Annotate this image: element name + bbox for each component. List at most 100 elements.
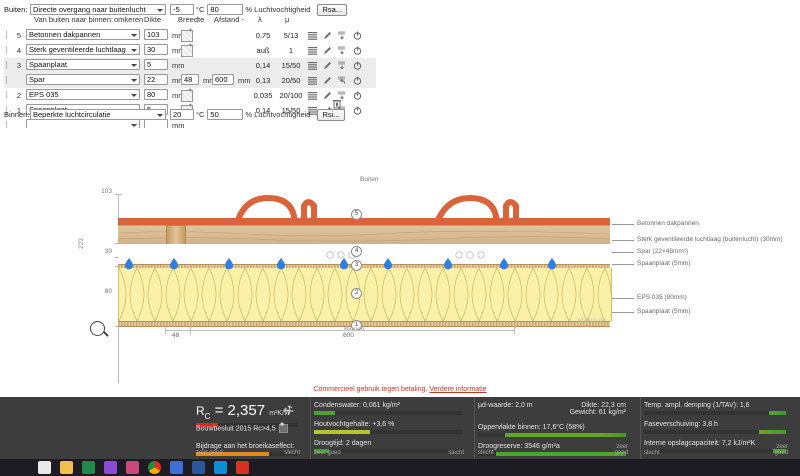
store-icon[interactable]: [170, 461, 183, 474]
scale-right-label: slecht: [284, 450, 300, 456]
zoom-in-icon[interactable]: [90, 321, 105, 336]
pencil-icon[interactable]: [323, 46, 332, 55]
insert-layer-icon[interactable]: [338, 31, 347, 40]
pencil-icon[interactable]: [323, 91, 332, 100]
color-swatch[interactable]: [181, 88, 193, 102]
lambda-value: 0,14: [255, 61, 271, 70]
outside-humidity-input[interactable]: [207, 4, 244, 15]
drag-handle-icon[interactable]: [5, 106, 9, 114]
material-select[interactable]: Spar: [26, 74, 140, 85]
scale-left-label: zeer goed: [314, 450, 341, 456]
material-select[interactable]: EPS 035: [26, 89, 140, 100]
bar-mask: [644, 411, 769, 415]
thickness-input[interactable]: [144, 29, 168, 40]
power-icon[interactable]: [353, 46, 362, 55]
sd-waarde: μd-waarde: 2,0 m Dikte: 22,3 cm Gewicht: 6…: [478, 402, 626, 416]
inside-temperature-input[interactable]: [170, 109, 194, 120]
menu-icon[interactable]: [308, 61, 317, 70]
powerpoint-icon[interactable]: [126, 461, 139, 474]
start-icon[interactable]: [38, 461, 51, 474]
onenote-icon[interactable]: [104, 461, 117, 474]
callout-leader-1: [612, 240, 634, 241]
reverse-link[interactable]: omkeren: [114, 15, 144, 24]
drag-handle-icon[interactable]: [5, 61, 9, 69]
menu-icon[interactable]: [308, 46, 317, 55]
material-select-wrap[interactable]: Spar: [26, 74, 140, 85]
inside-humidity-input[interactable]: [207, 109, 244, 120]
thickness-input[interactable]: [144, 89, 168, 100]
power-icon[interactable]: [353, 76, 362, 85]
excel-icon[interactable]: [82, 461, 95, 474]
material-select[interactable]: Spaanplaat: [26, 59, 140, 70]
power-icon[interactable]: [353, 61, 362, 70]
inside-select-wrap[interactable]: Beperkte luchtcirculatie: [30, 109, 166, 120]
menu-icon[interactable]: [308, 91, 317, 100]
width-input[interactable]: [181, 74, 199, 85]
thickness-input[interactable]: [144, 74, 168, 85]
menu-icon[interactable]: [308, 76, 317, 85]
bar-mask: [478, 433, 505, 437]
insert-layer-icon[interactable]: [338, 46, 347, 55]
droogreserve-label: Droogreserve: 3546 g/m²a: [478, 443, 560, 450]
material-select[interactable]: Sterk geventileerde luchtlaag (buitenl: [26, 44, 140, 55]
power-icon[interactable]: [353, 31, 362, 40]
sd-waarde-weight: Gewicht: 61 kg/m²: [569, 409, 626, 416]
insert-layer-icon[interactable]: [338, 61, 347, 70]
thickness-input[interactable]: [144, 44, 168, 55]
drag-handle-icon[interactable]: [5, 91, 9, 99]
layer-badge-4[interactable]: 4: [351, 246, 362, 257]
material-select-wrap[interactable]: EPS 035: [26, 89, 140, 100]
inside-condition-select[interactable]: Beperkte luchtcirculatie: [30, 109, 166, 120]
outside-condition-select[interactable]: Directe overgang naar buitenlucht: [30, 4, 166, 15]
drag-handle-icon[interactable]: [5, 46, 9, 54]
bar-mask: [644, 430, 760, 434]
pencil-icon[interactable]: [323, 61, 332, 70]
outside-temperature-input[interactable]: [170, 4, 194, 15]
outside-select-wrap[interactable]: Directe overgang naar buitenlucht: [30, 4, 166, 15]
material-select-wrap[interactable]: Sterk geventileerde luchtlaag (buitenl: [26, 44, 140, 55]
bar-mask: [328, 449, 462, 453]
material-select-wrap[interactable]: Betonnen dakpannen: [26, 29, 140, 40]
condenswater-label: Condenswater: 0,061 kg/m²: [314, 402, 400, 409]
total-thickness-label: 223: [77, 238, 85, 249]
commercial-link[interactable]: Verdere informatie: [429, 386, 487, 393]
inside-humidity-unit: % Luchtvochtigheid: [245, 110, 311, 119]
edge-icon[interactable]: [214, 461, 227, 474]
pencil-icon[interactable]: [323, 76, 332, 85]
trash-icon[interactable]: [332, 99, 342, 109]
color-swatch[interactable]: [181, 43, 193, 57]
bouwbesluit-checkbox[interactable]: [278, 422, 288, 433]
insert-layer-icon[interactable]: [338, 76, 347, 85]
material-select-wrap[interactable]: Spaanplaat: [26, 59, 140, 70]
layer-badge-5[interactable]: 5: [351, 209, 362, 220]
rsa-button[interactable]: Rsa...: [317, 3, 348, 16]
result-column: [310, 397, 469, 459]
insert-layer-icon[interactable]: [338, 91, 347, 100]
layer-badge-3[interactable]: 3: [351, 260, 362, 271]
outside-temp-unit: °C: [196, 5, 205, 14]
mu-value: 15/50: [281, 106, 301, 115]
callout-leader-0: [612, 224, 634, 225]
pencil-icon[interactable]: [323, 31, 332, 40]
file-explorer-icon[interactable]: [60, 461, 73, 474]
dimension-value-48: 48: [172, 332, 180, 339]
drag-handle-icon[interactable]: [5, 76, 9, 84]
power-icon[interactable]: [353, 91, 362, 100]
rsi-button[interactable]: Rsi...: [317, 108, 345, 121]
thickness-input[interactable]: [144, 59, 168, 70]
word-icon[interactable]: [192, 461, 205, 474]
distance-unit: mm: [238, 76, 251, 85]
material-select[interactable]: Betonnen dakpannen: [26, 29, 140, 40]
distance-input[interactable]: [212, 74, 234, 85]
thickness-unit: mm: [172, 91, 185, 100]
power-icon[interactable]: [353, 106, 362, 115]
row-actions: [308, 91, 362, 100]
menu-icon[interactable]: [308, 106, 317, 115]
watermark-label: ubakus.de: [578, 318, 606, 324]
drag-handle-icon[interactable]: [5, 31, 9, 39]
app-icon[interactable]: [236, 461, 249, 474]
chrome-icon[interactable]: [148, 461, 161, 474]
color-swatch[interactable]: [181, 28, 193, 42]
layer-badge-2[interactable]: 2: [351, 288, 362, 299]
menu-icon[interactable]: [308, 31, 317, 40]
